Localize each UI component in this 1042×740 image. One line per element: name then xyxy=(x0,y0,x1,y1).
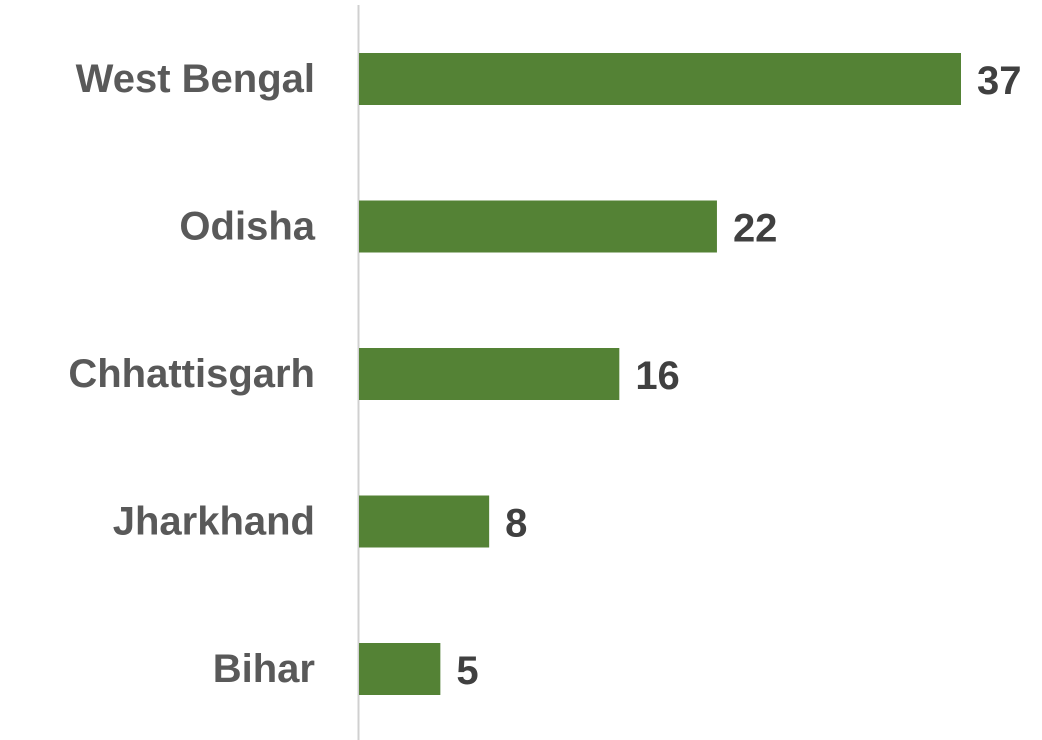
bar xyxy=(359,53,961,105)
data-label: 5 xyxy=(456,649,478,693)
category-label: Chhattisgarh xyxy=(68,352,315,396)
category-label: Jharkhand xyxy=(113,500,315,544)
data-label: 16 xyxy=(635,354,680,398)
bar xyxy=(359,200,717,253)
bar xyxy=(359,495,490,548)
bar xyxy=(359,643,441,695)
bar xyxy=(359,348,620,400)
category-label: Odisha xyxy=(179,205,315,249)
category-label: West Bengal xyxy=(76,57,315,101)
data-label: 37 xyxy=(977,59,1022,103)
data-label: 22 xyxy=(733,207,778,251)
data-label: 8 xyxy=(505,502,527,546)
category-label: Bihar xyxy=(213,647,315,691)
